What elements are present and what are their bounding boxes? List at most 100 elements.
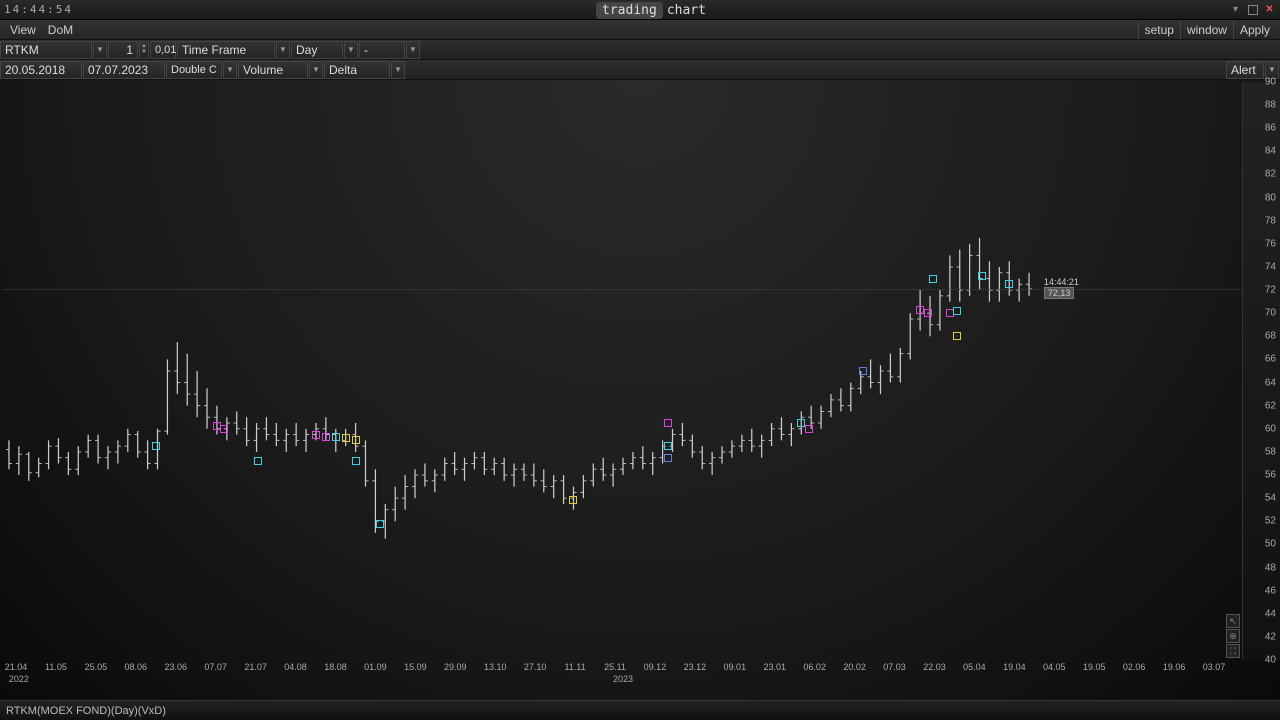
x-tick: 05.04 xyxy=(963,662,986,672)
indicator2-select[interactable]: Delta xyxy=(324,61,390,79)
step-input[interactable]: 0,01 xyxy=(150,41,176,59)
y-tick: 82 xyxy=(1265,169,1276,180)
x-tick: 11.05 xyxy=(45,662,67,672)
x-tick: 18.08 xyxy=(324,662,347,672)
signal-marker xyxy=(352,436,360,444)
symbol-dropdown[interactable]: ▼ xyxy=(93,41,107,59)
y-tick: 46 xyxy=(1265,585,1276,596)
menubar: View DoM setup window Apply xyxy=(0,20,1280,40)
signal-marker xyxy=(322,433,330,441)
x-tick: 19.04 xyxy=(1003,662,1026,672)
alert-button[interactable]: Alert xyxy=(1226,61,1264,79)
x-tick: 15.09 xyxy=(404,662,427,672)
signal-marker xyxy=(376,520,384,528)
chart-plot[interactable]: 14:44:21 72,13 xyxy=(4,82,1242,660)
signal-marker xyxy=(342,434,350,442)
x-tick: 19.05 xyxy=(1083,662,1106,672)
x-tick: 22.03 xyxy=(923,662,946,672)
y-tick: 90 xyxy=(1265,77,1276,88)
y-axis[interactable]: 9088868482807876747270686664626058565452… xyxy=(1242,82,1280,660)
x-tick: 29.09 xyxy=(444,662,467,672)
y-tick: 58 xyxy=(1265,446,1276,457)
y-tick: 88 xyxy=(1265,100,1276,111)
signal-marker xyxy=(978,272,986,280)
signal-marker xyxy=(254,457,262,465)
menu-setup[interactable]: setup xyxy=(1138,21,1180,39)
extra-field[interactable]: - xyxy=(359,41,405,59)
status-text: RTKM(MOEX FOND)(Day)(VxD) xyxy=(6,705,166,717)
timeframe-dropdown[interactable]: ▼ xyxy=(276,41,290,59)
date-to-input[interactable]: 07.07.2023 xyxy=(83,61,165,79)
ind2-dropdown[interactable]: ▼ xyxy=(391,61,405,79)
x-tick: 13.10 xyxy=(484,662,507,672)
x-tick: 23.01 xyxy=(763,662,786,672)
x-tick: 23.12 xyxy=(684,662,707,672)
x-tick: 01.09 xyxy=(364,662,387,672)
y-tick: 72 xyxy=(1265,285,1276,296)
menu-view[interactable]: View xyxy=(4,21,42,39)
y-tick: 78 xyxy=(1265,215,1276,226)
menu-dom[interactable]: DoM xyxy=(42,21,79,39)
chart-area[interactable]: 14:44:21 72,13 9088868482807876747270686… xyxy=(0,80,1280,700)
x-axis[interactable]: 21.0411.0525.0508.0623.0607.0721.0704.08… xyxy=(4,660,1242,700)
signal-marker xyxy=(664,419,672,427)
signal-marker xyxy=(352,457,360,465)
y-tick: 80 xyxy=(1265,192,1276,203)
y-tick: 64 xyxy=(1265,377,1276,388)
y-tick: 54 xyxy=(1265,493,1276,504)
qty-spinner[interactable]: ▲▼ xyxy=(139,41,149,59)
x-tick: 09.01 xyxy=(724,662,747,672)
y-tick: 44 xyxy=(1265,608,1276,619)
y-tick: 86 xyxy=(1265,123,1276,134)
close-icon[interactable]: ✕ xyxy=(1263,3,1276,16)
y-tick: 74 xyxy=(1265,261,1276,272)
x-tick: 19.06 xyxy=(1163,662,1186,672)
y-tick: 84 xyxy=(1265,146,1276,157)
app-sub: chart xyxy=(667,3,706,18)
clock: 14:44:54 xyxy=(4,3,73,16)
y-tick: 50 xyxy=(1265,539,1276,550)
signal-marker xyxy=(332,433,340,441)
y-tick: 48 xyxy=(1265,562,1276,573)
timeframe-value[interactable]: Day xyxy=(291,41,343,59)
expand-tool-icon[interactable]: ⛶ xyxy=(1226,644,1240,658)
date-from-input[interactable]: 20.05.2018 xyxy=(0,61,82,79)
toolbar-main: RTKM ▼ 1 ▲▼ 0,01 Time Frame ▼ Day ▼ - ▼ xyxy=(0,40,1280,60)
indicator1-select[interactable]: Volume xyxy=(238,61,308,79)
app-brand: trading xyxy=(596,2,663,19)
mode-dropdown[interactable]: ▼ xyxy=(223,61,237,79)
x-tick: 25.11 xyxy=(604,662,626,672)
price-tag: 14:44:21 72,13 xyxy=(1044,277,1079,299)
x-tick: 03.07 xyxy=(1203,662,1226,672)
y-tick: 60 xyxy=(1265,423,1276,434)
x-tick: 23.06 xyxy=(164,662,187,672)
cursor-tool-icon[interactable]: ↖ xyxy=(1226,614,1240,628)
x-tick: 07.03 xyxy=(883,662,906,672)
y-tick: 76 xyxy=(1265,238,1276,249)
x-tick: 08.06 xyxy=(125,662,148,672)
price-tag-price: 72,13 xyxy=(1044,287,1075,299)
signal-marker xyxy=(569,496,577,504)
titlebar: 14:44:54 trading chart ▾ ✕ xyxy=(0,0,1280,20)
maximize-icon[interactable] xyxy=(1246,3,1259,16)
x-tick: 04.08 xyxy=(284,662,307,672)
tfvalue-dropdown[interactable]: ▼ xyxy=(344,41,358,59)
mode-select[interactable]: Double C xyxy=(166,61,222,79)
menu-window[interactable]: window xyxy=(1180,21,1233,39)
ind1-dropdown[interactable]: ▼ xyxy=(309,61,323,79)
x-tick: 21.07 xyxy=(244,662,267,672)
qty-input[interactable]: 1 xyxy=(108,41,138,59)
menu-apply[interactable]: Apply xyxy=(1233,21,1276,39)
symbol-input[interactable]: RTKM xyxy=(0,41,92,59)
x-tick: 25.05 xyxy=(85,662,108,672)
signal-marker xyxy=(924,309,932,317)
minimize-icon[interactable]: ▾ xyxy=(1229,3,1242,16)
signal-marker xyxy=(929,275,937,283)
y-tick: 40 xyxy=(1265,655,1276,666)
target-tool-icon[interactable]: ⊕ xyxy=(1226,629,1240,643)
signal-marker xyxy=(312,431,320,439)
x-tick: 02.06 xyxy=(1123,662,1146,672)
timeframe-label[interactable]: Time Frame xyxy=(177,41,275,59)
y-tick: 42 xyxy=(1265,631,1276,642)
extra-dropdown[interactable]: ▼ xyxy=(406,41,420,59)
